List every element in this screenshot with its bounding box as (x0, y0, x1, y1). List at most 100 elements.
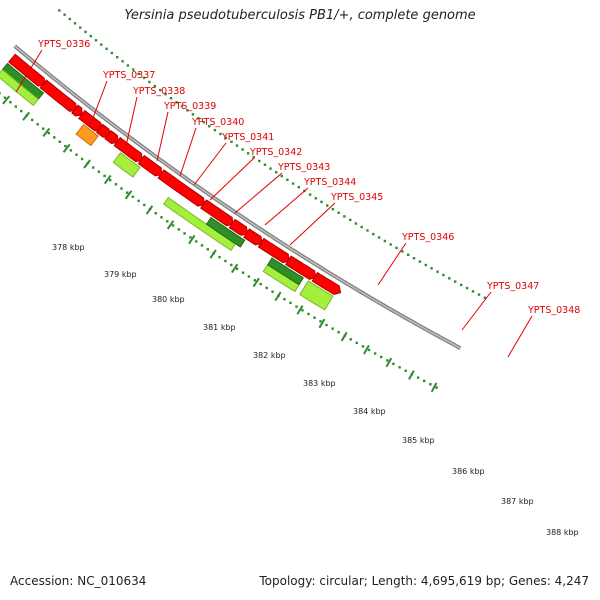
tick-dot-outer (349, 338, 352, 341)
tick-dot-outer (53, 136, 56, 139)
tick-dot-inner (164, 93, 167, 96)
tick-mark (252, 277, 260, 288)
tick-dot-inner (94, 39, 98, 42)
gene-label: YPTS_0348 (527, 305, 580, 316)
tick-dot-outer (301, 309, 304, 312)
tick-dot-inner (286, 178, 289, 181)
cds-arrow (113, 136, 143, 163)
tick-dot-inner (63, 13, 66, 16)
kbp-label: 383 kbp (303, 379, 336, 388)
tick-dot-inner (424, 263, 427, 267)
tick-dot-outer (367, 348, 371, 352)
gene-light (299, 280, 334, 311)
tick-dot-outer (224, 259, 227, 263)
gene-leader-line (193, 142, 227, 186)
tick-dot-inner (235, 144, 239, 147)
gene-leader-line (234, 172, 283, 214)
tick-dot-inner (186, 109, 189, 112)
tick-dot-outer (337, 331, 340, 334)
tick-dot-inner (219, 132, 222, 136)
kbp-label: 386 kbp (452, 467, 485, 476)
tick-dot-inner (208, 125, 211, 128)
cds-arrow (104, 130, 119, 145)
tick-dot-outer (271, 290, 274, 293)
tick-dot-inner (483, 296, 487, 299)
tick-dot-outer (195, 240, 198, 243)
tick-dot-outer (392, 362, 395, 366)
backbone-line (13, 44, 462, 350)
tick-dot-outer (200, 244, 204, 247)
tick-dot-outer (283, 298, 286, 301)
tick-dot-outer (109, 178, 112, 182)
gene-label: YPTS_0337 (102, 70, 155, 81)
gene-leader-line (264, 187, 309, 226)
cds-arrow (257, 237, 290, 264)
tick-dot-inner (246, 152, 250, 155)
cds-arrow (137, 154, 163, 177)
tick-dot-inner (401, 250, 404, 253)
cds-arrow (39, 79, 77, 112)
tick-dot-inner (100, 43, 103, 46)
tick-dot-outer (404, 369, 407, 372)
tick-mark (209, 249, 217, 259)
tick-dot-inner (314, 197, 317, 200)
tick-mark (145, 205, 154, 215)
tick-dot-inner (465, 286, 469, 290)
tick-dot-outer (386, 359, 389, 362)
tick-dot-inner (377, 236, 381, 239)
tick-dot-outer (253, 279, 256, 282)
gene-label: YPTS_0338 (132, 86, 185, 97)
tick-dot-inner (326, 204, 329, 207)
tick-dot-inner (191, 113, 195, 116)
tick-dot-outer (92, 166, 95, 169)
tick-dot-inner (430, 267, 433, 270)
tick-dot-outer (241, 271, 245, 274)
tick-dot-inner (320, 200, 323, 204)
gene-leader-line (156, 111, 169, 162)
tick-dot-outer (313, 316, 316, 319)
tick-dot-inner (412, 257, 416, 260)
cds-arrow (8, 53, 46, 87)
gene-label: YPTS_0346 (401, 232, 454, 243)
tick-dot-outer (206, 248, 209, 251)
tick-mark (408, 370, 415, 380)
gene-label: YPTS_0339 (163, 101, 216, 112)
tick-dot-outer (416, 376, 420, 379)
tick-dot-inner (366, 229, 369, 232)
kbp-label: 384 kbp (353, 407, 386, 416)
tick-dot-inner (89, 34, 92, 38)
tick-dot-inner (180, 105, 184, 108)
cds-arrow (71, 104, 83, 117)
tick-dot-outer (58, 140, 61, 143)
tick-dot-outer (247, 275, 251, 278)
kbp-label: 385 kbp (402, 436, 435, 445)
tick-dot-inner (148, 80, 151, 84)
tick-dot-inner (263, 163, 267, 166)
gene-leader-line (289, 202, 336, 246)
tick-dot-inner (252, 156, 255, 159)
tick-mark (22, 111, 31, 121)
tick-dot-inner (105, 47, 108, 50)
tick-dot-inner (121, 60, 124, 63)
kbp-label: 387 kbp (501, 497, 534, 506)
tick-dot-outer (295, 305, 298, 308)
tick-dot-outer (325, 323, 328, 327)
tick-dot-outer (171, 224, 175, 227)
tick-mark (385, 357, 393, 368)
tick-dot-inner (241, 148, 244, 151)
tick-mark (430, 382, 438, 393)
kbp-label: 388 kbp (546, 528, 579, 537)
tick-dot-inner (202, 121, 205, 124)
kbp-label: 378 kbp (52, 243, 85, 252)
gene-label: YPTS_0341 (221, 132, 274, 143)
tick-mark (83, 159, 91, 169)
gene-label: YPTS_0336 (37, 39, 90, 50)
gene-leader-line (125, 96, 138, 147)
tick-dot-inner (169, 97, 173, 100)
gene-label: YPTS_0342 (249, 147, 302, 158)
cds-arrow (157, 169, 206, 207)
backbone-highlight (14, 45, 461, 349)
tick-dot-inner (477, 293, 481, 296)
tick-dot-outer (259, 282, 262, 286)
